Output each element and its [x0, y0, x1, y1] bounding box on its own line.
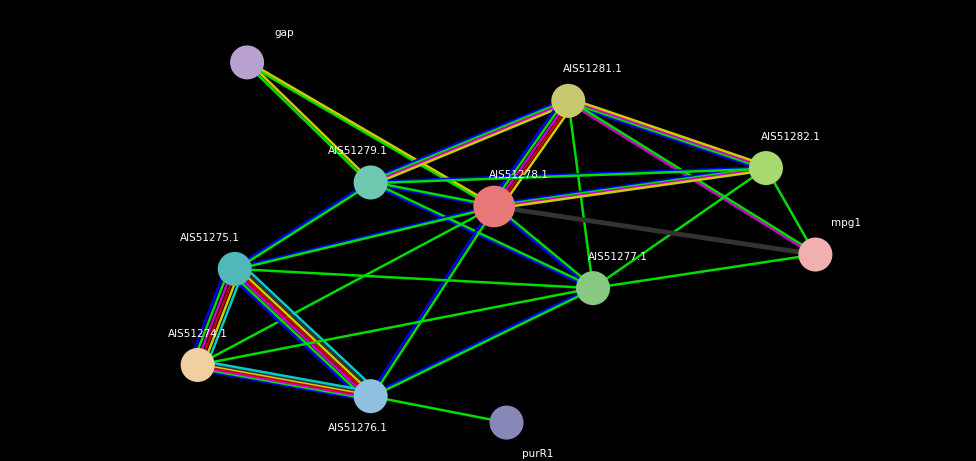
- Text: gap: gap: [274, 29, 294, 38]
- Text: AIS51275.1: AIS51275.1: [181, 232, 240, 242]
- Point: [239, 59, 255, 66]
- Text: AIS51281.1: AIS51281.1: [563, 65, 623, 74]
- Point: [227, 265, 243, 272]
- Point: [807, 251, 823, 258]
- Point: [190, 361, 206, 369]
- Point: [560, 97, 576, 105]
- Text: AIS51276.1: AIS51276.1: [328, 423, 388, 432]
- Text: AIS51278.1: AIS51278.1: [489, 170, 549, 180]
- Text: AIS51279.1: AIS51279.1: [328, 146, 388, 156]
- Text: AIS51274.1: AIS51274.1: [168, 329, 227, 338]
- Text: mpg1: mpg1: [832, 218, 861, 228]
- Text: AIS51282.1: AIS51282.1: [760, 132, 821, 142]
- Point: [586, 284, 601, 292]
- Point: [363, 179, 379, 186]
- Point: [758, 165, 774, 172]
- Text: purR1: purR1: [522, 449, 553, 459]
- Point: [499, 419, 514, 426]
- Point: [486, 203, 502, 210]
- Point: [363, 392, 379, 400]
- Text: AIS51277.1: AIS51277.1: [588, 252, 648, 262]
